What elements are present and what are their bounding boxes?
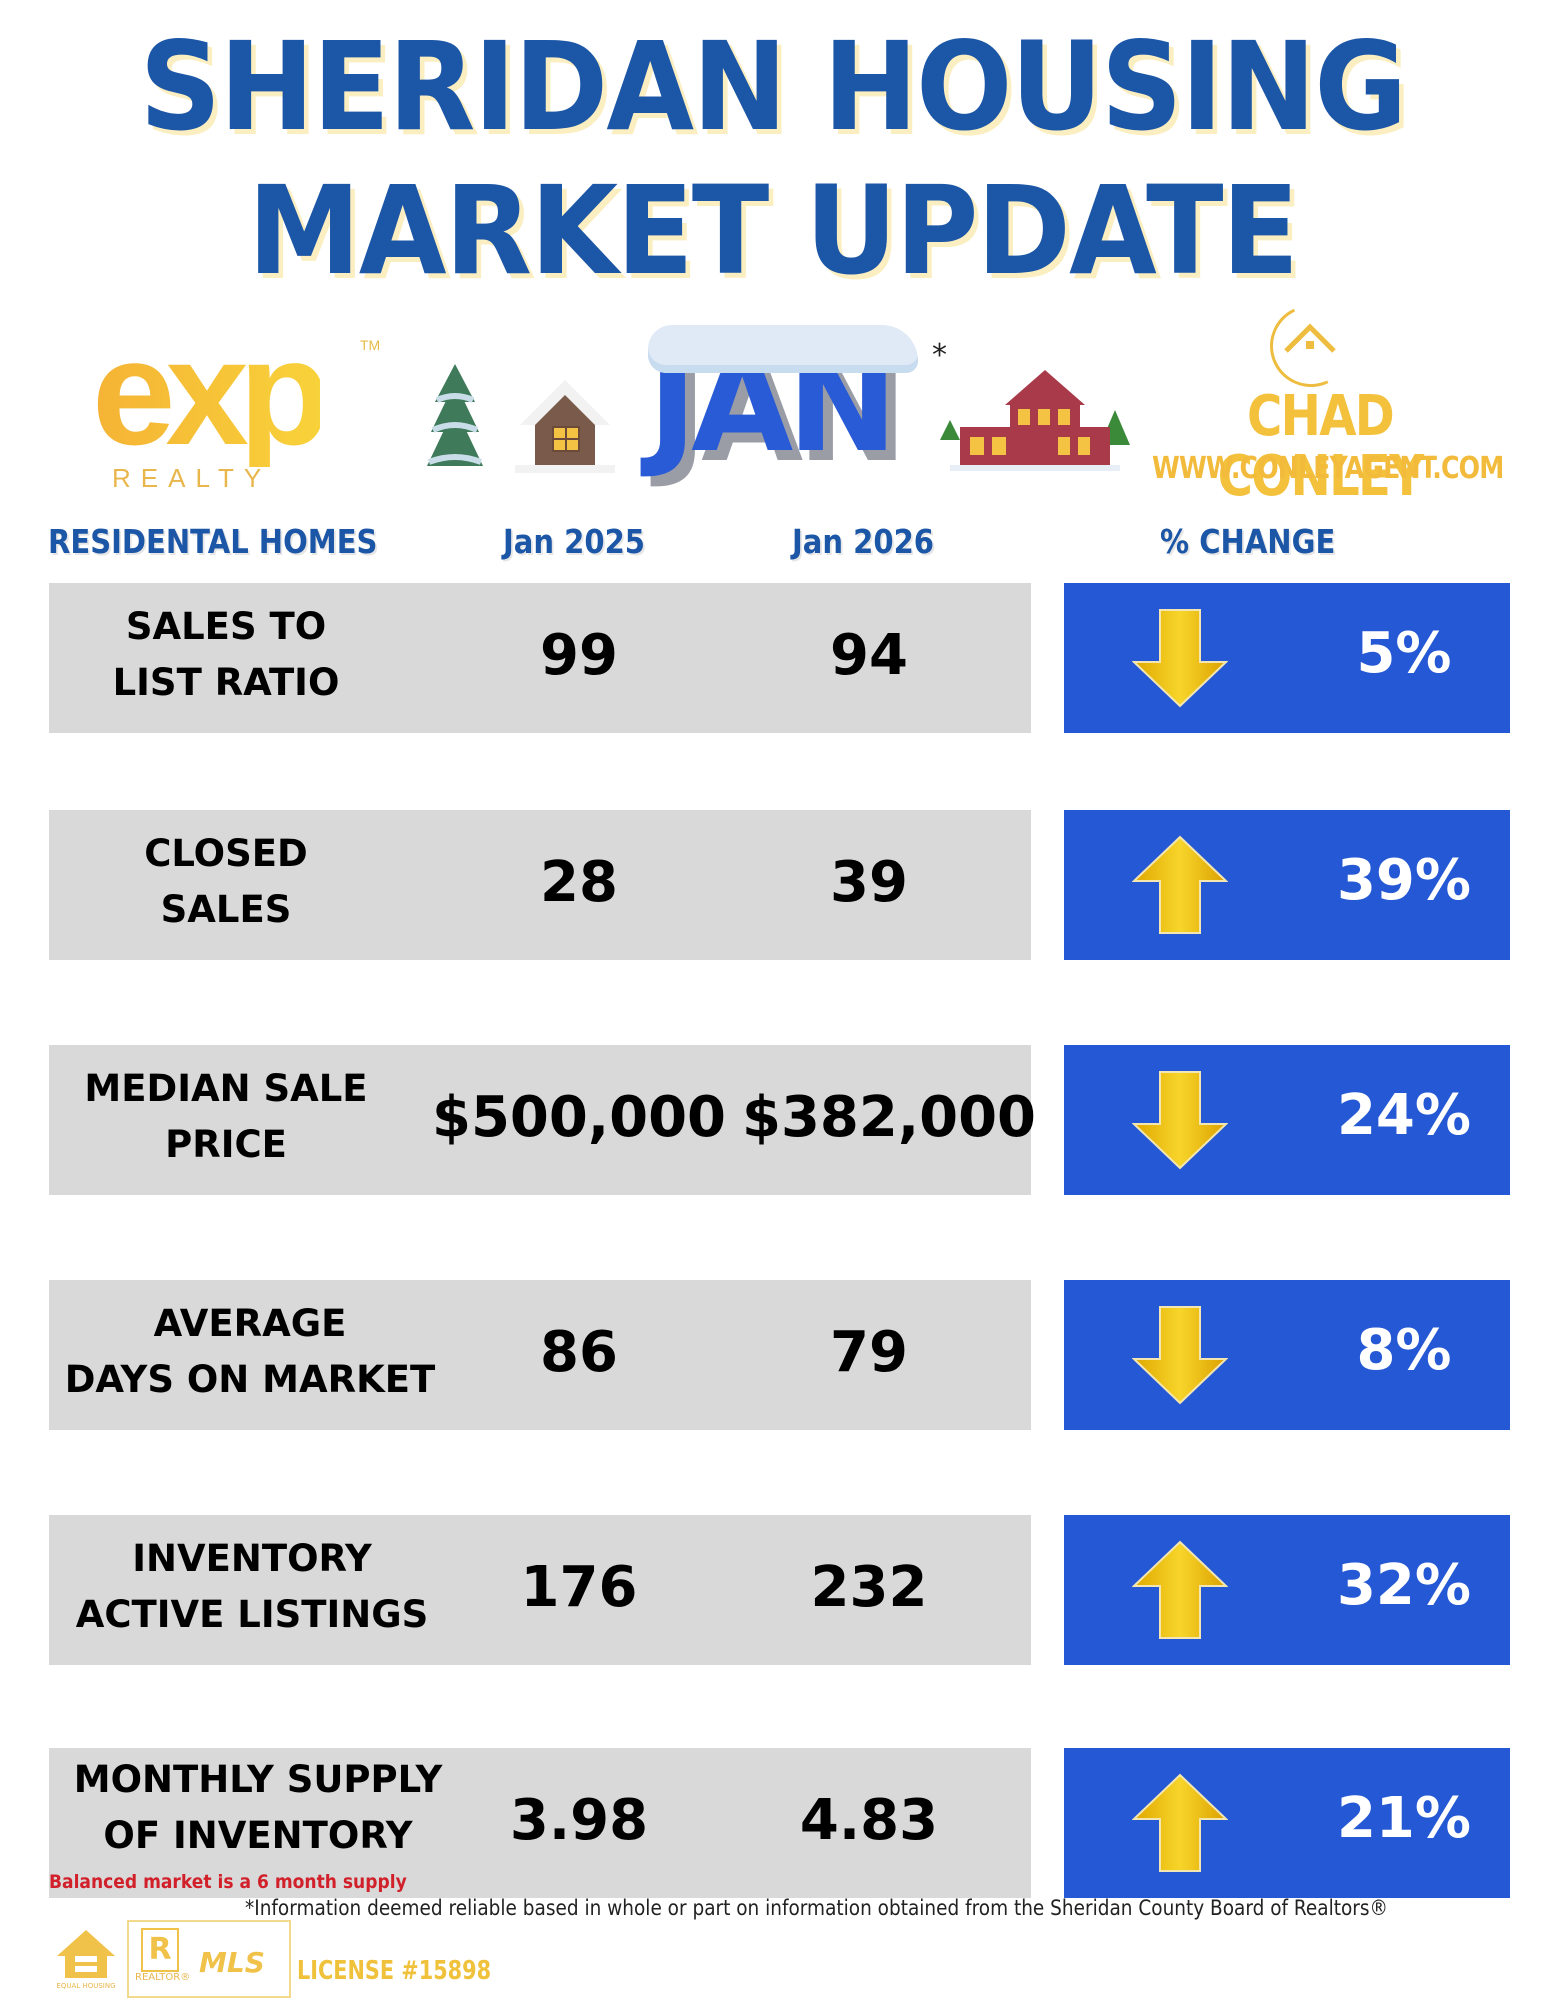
row-label-line-1: SALES TO [125,605,327,648]
arrow-up-icon [1131,1773,1229,1873]
arrow-down-icon [1131,608,1229,708]
snowy-cabin-icon [515,380,615,473]
month-asterisk: * [932,338,947,373]
percent-change-value: 32% [1336,1553,1472,1618]
victorian-house-icon [940,370,1130,471]
row-label: MEDIAN SALE PRICE [6,1061,446,1173]
exp-logo-realty: REALTY [112,463,272,493]
realtor-r-icon: R [141,1928,179,1972]
row-label: AVERAGE DAYS ON MARKET [30,1296,470,1408]
value-jan-2026: 94 [830,623,908,688]
arrow-up-icon [1131,835,1229,935]
snowy-pine-tree-icon [427,364,483,466]
column-header-percent-change: % CHANGE [1160,522,1336,561]
arrow-down-icon [1131,1070,1229,1170]
value-jan-2025: $500,000 [431,1085,727,1150]
row-label-line-2: LIST RATIO [112,661,340,704]
percent-change-value: 21% [1336,1786,1472,1851]
exp-logo-word: exp [92,308,331,476]
column-header-jan-2025: Jan 2025 [503,522,646,561]
agent-logo: CHAD CONLEY WWW.CONLEYAGENT.COM [1120,293,1520,507]
row-label: SALES TO LIST RATIO [6,599,446,711]
row-label-line-1: INVENTORY [132,1537,372,1580]
balanced-market-note: Balanced market is a 6 month supply [49,1871,407,1893]
equal-housing-icon: EQUAL HOUSING [56,1930,116,1990]
table-row: CLOSED SALES 28 39 [49,810,1031,960]
value-jan-2026: 4.83 [799,1788,939,1853]
column-header-category: RESIDENTAL HOMES [48,522,378,561]
percent-change-box: 32% [1064,1515,1510,1665]
month-badge: JAN [648,325,928,485]
value-jan-2026: 79 [830,1320,908,1385]
row-label: MONTHLY SUPPLY OF INVENTORY [38,1752,478,1864]
data-disclaimer: *Information deemed reliable based in wh… [245,1896,1389,1920]
row-label: CLOSED SALES [6,826,446,938]
table-row: MEDIAN SALE PRICE $500,000 $382,000 [49,1045,1036,1195]
row-label-line-2: SALES [160,888,292,931]
percent-change-box: 24% [1064,1045,1510,1195]
value-jan-2025: 176 [520,1555,638,1620]
arrow-down-icon [1131,1305,1229,1405]
row-label-line-1: MEDIAN SALE [84,1067,368,1110]
exp-logo-tm: TM [360,337,381,353]
percent-change-box: 8% [1064,1280,1510,1430]
arrow-up-icon [1131,1540,1229,1640]
value-jan-2026: 232 [810,1555,928,1620]
mls-label: MLS [199,1946,265,1979]
exp-realty-logo: exp TM REALTY [92,317,392,495]
roof-icon [1284,323,1336,353]
license-number: LICENSE #15898 [297,1956,492,1986]
percent-change-value: 5% [1356,621,1452,686]
value-jan-2026: $382,000 [741,1085,1037,1150]
percent-change-box: 21% [1064,1748,1510,1898]
table-row: MONTHLY SUPPLY OF INVENTORY 3.98 4.83 [49,1748,1031,1898]
realtor-label: REALTOR® [135,1972,191,1983]
percent-change-value: 39% [1336,848,1472,913]
table-row: AVERAGE DAYS ON MARKET 86 79 [49,1280,1031,1430]
percent-change-box: 5% [1064,583,1510,733]
page-title-line-1: SHERIDAN HOUSING [139,16,1407,158]
percent-change-value: 8% [1356,1318,1452,1383]
agent-name: CHAD CONLEY [1217,384,1424,509]
column-header-jan-2026: Jan 2026 [792,522,935,561]
realtor-mls-logo: R REALTOR® MLS [127,1920,291,1998]
value-jan-2025: 28 [540,850,618,915]
table-row: INVENTORY ACTIVE LISTINGS 176 232 [49,1515,1031,1665]
value-jan-2025: 86 [540,1320,618,1385]
snow-cap-icon [648,325,918,373]
row-label-line-2: ACTIVE LISTINGS [75,1593,429,1636]
percent-change-value: 24% [1336,1083,1472,1148]
page-title-line-2: MARKET UPDATE [247,160,1299,302]
row-label-line-2: PRICE [165,1123,287,1166]
table-row: SALES TO LIST RATIO 99 94 [49,583,1031,733]
row-label-line-2: OF INVENTORY [103,1814,413,1857]
row-label-line-2: DAYS ON MARKET [64,1358,436,1401]
value-jan-2026: 39 [830,850,908,915]
value-jan-2025: 3.98 [509,1788,649,1853]
agent-website-link[interactable]: WWW.CONLEYAGENT.COM [1152,451,1504,486]
footer-logos: EQUAL HOUSING R REALTOR® MLS LICENSE #15… [55,1920,491,1998]
row-label-line-1: CLOSED [144,832,308,875]
percent-change-box: 39% [1064,810,1510,960]
row-label-line-1: AVERAGE [153,1302,347,1345]
row-label: INVENTORY ACTIVE LISTINGS [32,1531,472,1643]
value-jan-2025: 99 [540,623,618,688]
row-label-line-1: MONTHLY SUPPLY [73,1758,443,1801]
svg-text:EQUAL HOUSING: EQUAL HOUSING [56,1982,115,1990]
